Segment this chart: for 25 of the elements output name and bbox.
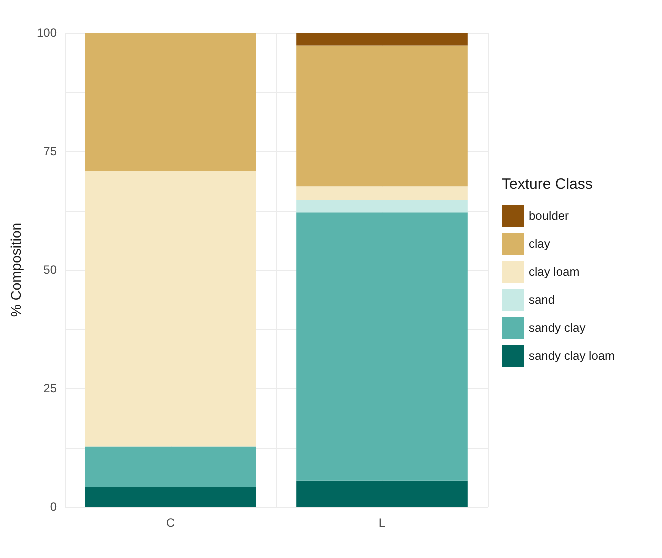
bar	[85, 446, 256, 488]
bar	[85, 171, 256, 447]
legend-label: sandy clay loam	[529, 349, 616, 363]
legend-title: Texture Class	[502, 176, 593, 193]
legend-label: sandy clay	[529, 321, 586, 335]
y-tick-label: 0	[50, 500, 58, 514]
legend-label: clay	[529, 237, 550, 251]
bar	[296, 33, 468, 46]
bar	[85, 33, 256, 172]
legend-label: sand	[529, 293, 556, 307]
y-tick-label: 25	[44, 382, 58, 396]
bar	[296, 200, 468, 213]
legend-label: clay loam	[529, 265, 580, 279]
bar	[296, 46, 468, 187]
x-tick-label: L	[378, 516, 386, 530]
y-tick-label: 75	[44, 144, 58, 158]
y-tick-label: 50	[44, 263, 58, 277]
y-axis-title: % Composition	[8, 222, 24, 318]
bar	[296, 212, 468, 481]
bar	[296, 186, 468, 200]
legend-label: boulder	[529, 209, 570, 223]
y-tick-label: 100	[36, 26, 58, 40]
bar	[296, 480, 468, 507]
x-tick-label: C	[166, 516, 176, 530]
bar	[85, 487, 256, 507]
